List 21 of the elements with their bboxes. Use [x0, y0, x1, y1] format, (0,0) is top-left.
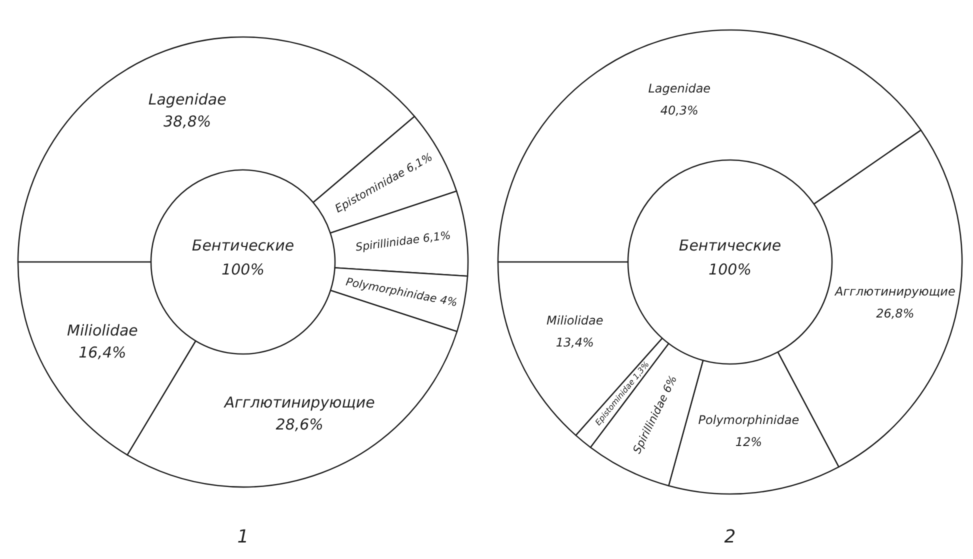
data-label: 38,8%	[164, 112, 212, 130]
data-label: 26,8%	[876, 306, 914, 320]
slice-label: Miliolidae	[67, 322, 138, 340]
slice-label: Lagenidae	[648, 82, 711, 96]
text: Бентические	[678, 236, 782, 254]
data-label: 40,3%	[660, 104, 698, 118]
slice-label: Spirillinidae 6,1%	[354, 228, 452, 254]
slice-label: Miliolidae	[546, 314, 604, 328]
slice-label: Lagenidae	[148, 90, 226, 108]
text: 100%	[222, 260, 264, 278]
data-label: 16,4%	[78, 344, 126, 362]
text: 100%	[708, 260, 752, 278]
slice-label: Агглютинирующие	[834, 284, 956, 298]
text: 2	[724, 526, 736, 548]
slice-label: Агглютинирующие	[223, 393, 375, 412]
data-label: 13,4%	[556, 336, 594, 350]
data-label: 12%	[735, 434, 762, 449]
data-label: 28,6%	[276, 415, 324, 434]
text: 1	[237, 526, 249, 548]
text: Бентические	[192, 236, 294, 254]
slice-label: Polymorphinidae	[698, 412, 800, 427]
